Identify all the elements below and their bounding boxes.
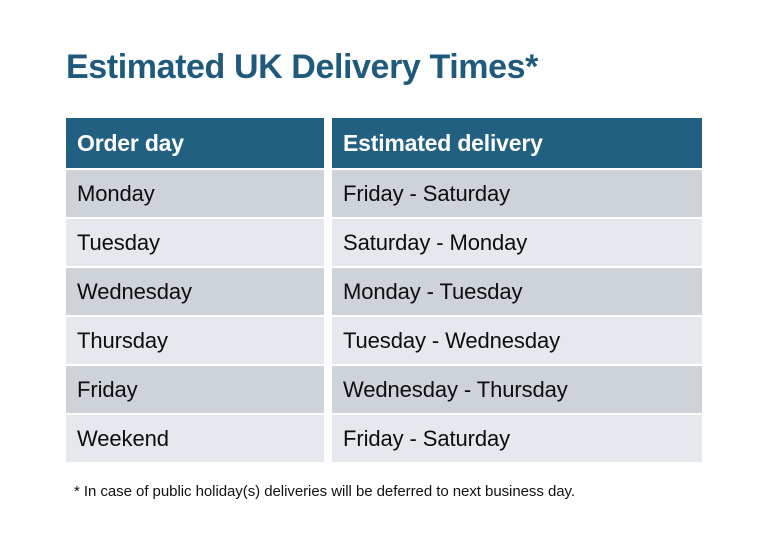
column-divider <box>324 219 332 266</box>
column-divider <box>324 366 332 413</box>
cell-estimated-delivery: Friday - Saturday <box>332 415 702 462</box>
column-divider <box>324 317 332 364</box>
column-divider <box>324 268 332 315</box>
table-row: Wednesday Monday - Tuesday <box>66 268 702 315</box>
column-divider <box>324 415 332 462</box>
cell-estimated-delivery: Monday - Tuesday <box>332 268 702 315</box>
table-row: Tuesday Saturday - Monday <box>66 219 702 266</box>
cell-estimated-delivery: Tuesday - Wednesday <box>332 317 702 364</box>
column-divider <box>324 118 332 168</box>
cell-order-day: Weekend <box>66 415 324 462</box>
column-divider <box>324 170 332 217</box>
cell-order-day: Friday <box>66 366 324 413</box>
cell-estimated-delivery: Wednesday - Thursday <box>332 366 702 413</box>
table-row: Friday Wednesday - Thursday <box>66 366 702 413</box>
table-row: Weekend Friday - Saturday <box>66 415 702 462</box>
column-header-order-day: Order day <box>66 118 324 168</box>
table-header-row: Order day Estimated delivery <box>66 118 702 168</box>
column-header-estimated-delivery: Estimated delivery <box>332 118 702 168</box>
footnote-text: * In case of public holiday(s) deliverie… <box>74 483 575 500</box>
cell-order-day: Thursday <box>66 317 324 364</box>
cell-order-day: Tuesday <box>66 219 324 266</box>
cell-order-day: Wednesday <box>66 268 324 315</box>
cell-estimated-delivery: Saturday - Monday <box>332 219 702 266</box>
delivery-times-table: Order day Estimated delivery Monday Frid… <box>66 118 702 462</box>
table-row: Thursday Tuesday - Wednesday <box>66 317 702 364</box>
table-row: Monday Friday - Saturday <box>66 170 702 217</box>
page-title: Estimated UK Delivery Times* <box>66 48 538 86</box>
cell-order-day: Monday <box>66 170 324 217</box>
cell-estimated-delivery: Friday - Saturday <box>332 170 702 217</box>
